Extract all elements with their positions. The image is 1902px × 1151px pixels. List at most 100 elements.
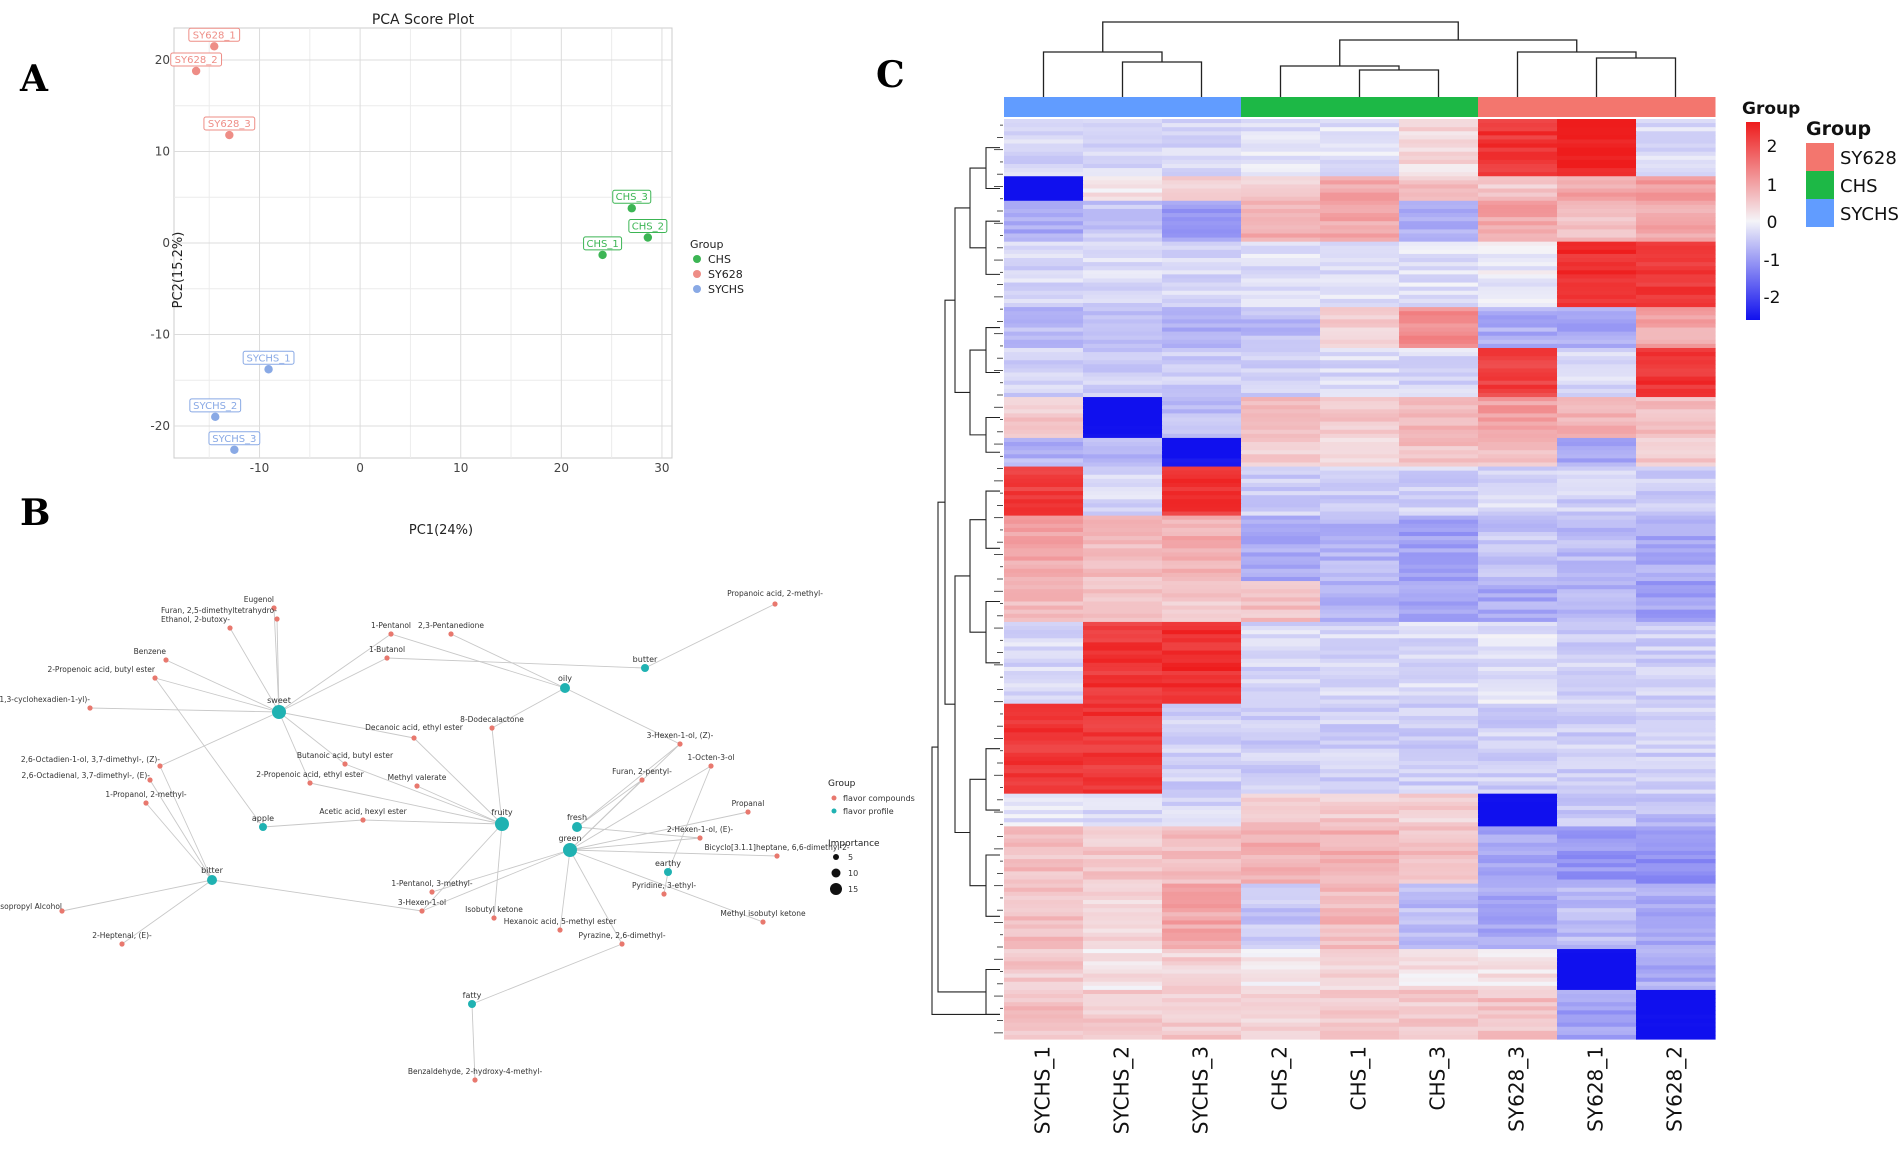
network-legend-size-marker: [833, 854, 839, 860]
heatmap-cell: [1241, 343, 1321, 349]
heatmap-cell: [1636, 593, 1716, 598]
heatmap-cell: [1004, 446, 1084, 451]
heatmap-cell: [1636, 1034, 1716, 1040]
heatmap-cell: [1320, 335, 1400, 341]
panel-letter-a: A: [20, 58, 48, 100]
heatmap-cell: [1557, 961, 1637, 966]
heatmap-cell: [1399, 715, 1479, 721]
heatmap-cell: [1162, 392, 1242, 398]
pca-title: PCA Score Plot: [372, 12, 475, 28]
heatmap-cell: [1399, 303, 1479, 308]
heatmap-cell: [1557, 838, 1637, 844]
heatmap-cell: [1083, 217, 1163, 222]
heatmap-cell: [1478, 544, 1558, 549]
heatmap-cell: [1241, 895, 1321, 901]
heatmap-cell: [1162, 515, 1242, 521]
heatmap-cell: [1478, 425, 1558, 431]
heatmap-cell: [1162, 572, 1242, 578]
heatmap-cell: [1399, 163, 1479, 169]
heatmap-cell: [1399, 180, 1479, 186]
heatmap-cell: [1083, 695, 1163, 701]
heatmap-cell: [1241, 969, 1321, 975]
heatmap-cell: [1241, 769, 1321, 774]
heatmap-cell: [1162, 409, 1242, 414]
heatmap-cell: [1004, 642, 1084, 648]
network-legend-marker: [831, 795, 837, 801]
heatmap-cell: [1478, 290, 1558, 296]
heatmap-cell: [1241, 482, 1321, 488]
heatmap-cell: [1557, 437, 1637, 443]
heatmap-cell: [1557, 491, 1637, 496]
heatmap-cell: [1241, 630, 1321, 635]
heatmap-cell: [1636, 961, 1716, 966]
compound-label: 2,6-Octadienal, 3,7-dimethyl-, (E)-: [22, 771, 151, 780]
heatmap-cell: [1004, 928, 1084, 934]
heatmap-cell: [1320, 724, 1400, 729]
heatmap-cell: [1636, 765, 1716, 770]
heatmap-cell: [1241, 327, 1321, 333]
heatmap-cell: [1636, 989, 1716, 995]
heatmap-cell: [1162, 155, 1242, 161]
heatmap-cell: [1399, 936, 1479, 942]
heatmap-cell: [1636, 303, 1716, 308]
heatmap-cell: [1004, 1034, 1084, 1040]
pca-label-box: [242, 350, 295, 365]
heatmap-cell: [1399, 920, 1479, 926]
heatmap-cell: [1083, 131, 1163, 136]
heatmap-cell: [1083, 781, 1163, 787]
heatmap-cell: [1004, 323, 1084, 329]
heatmap-cell: [1478, 253, 1558, 259]
heatmap-cell: [1636, 634, 1716, 639]
heatmap-cell: [1478, 225, 1558, 230]
heatmap-cell: [1162, 961, 1242, 966]
heatmap-cell: [1557, 715, 1637, 721]
heatmap-cell: [1004, 229, 1084, 235]
heatmap-cell: [1399, 1026, 1479, 1032]
heatmap-cell: [1320, 671, 1400, 676]
heatmap-cell: [1083, 572, 1163, 578]
heatmap-cell: [1399, 1022, 1479, 1028]
heatmap-cell: [1241, 658, 1321, 664]
heatmap-cell: [1636, 266, 1716, 271]
heatmap-cell: [1320, 200, 1400, 206]
heatmap-cell: [1241, 155, 1321, 161]
heatmap-cell: [1320, 213, 1400, 218]
pca-point-SYCHS_1: [264, 365, 273, 374]
heatmap-cell: [1478, 957, 1558, 962]
heatmap-cell: [1399, 495, 1479, 500]
heatmap-cell: [1399, 613, 1479, 619]
heatmap-cell: [1241, 143, 1321, 149]
heatmap-cell: [1241, 397, 1321, 402]
heatmap-cell: [1399, 654, 1479, 660]
heatmap-cell: [1241, 904, 1321, 909]
heatmap-cell: [1083, 225, 1163, 230]
group-bar-SYCHS: [1162, 97, 1242, 117]
heatmap-cell: [1320, 691, 1400, 697]
heatmap-cell: [1162, 527, 1242, 533]
heatmap-cell: [1320, 507, 1400, 513]
heatmap-cell: [1478, 752, 1558, 758]
heatmap-cell: [1557, 503, 1637, 509]
heatmap-cell: [1399, 319, 1479, 325]
heatmap-cell: [1004, 969, 1084, 975]
heatmap-cell: [1241, 380, 1321, 386]
heatmap-cell: [1004, 740, 1084, 746]
heatmap-cell: [1399, 576, 1479, 582]
network-edge: [344, 763, 503, 825]
heatmap-cell: [1320, 478, 1400, 484]
heatmap-cell: [1399, 969, 1479, 975]
heatmap-cell: [1162, 425, 1242, 431]
heatmap-cell: [1241, 830, 1321, 836]
heatmap-cell: [1478, 433, 1558, 439]
heatmap-cell: [1636, 217, 1716, 222]
heatmap-cell: [1636, 233, 1716, 239]
heatmap-cell: [1478, 863, 1558, 868]
heatmap-cell: [1162, 131, 1242, 136]
heatmap-cell: [1399, 458, 1479, 464]
heatmap-cell: [1241, 458, 1321, 464]
heatmap-cell: [1320, 679, 1400, 684]
pca-point-CHS_2: [643, 233, 653, 242]
heatmap-cell: [1399, 1018, 1479, 1024]
heatmap-cell: [1478, 949, 1558, 954]
